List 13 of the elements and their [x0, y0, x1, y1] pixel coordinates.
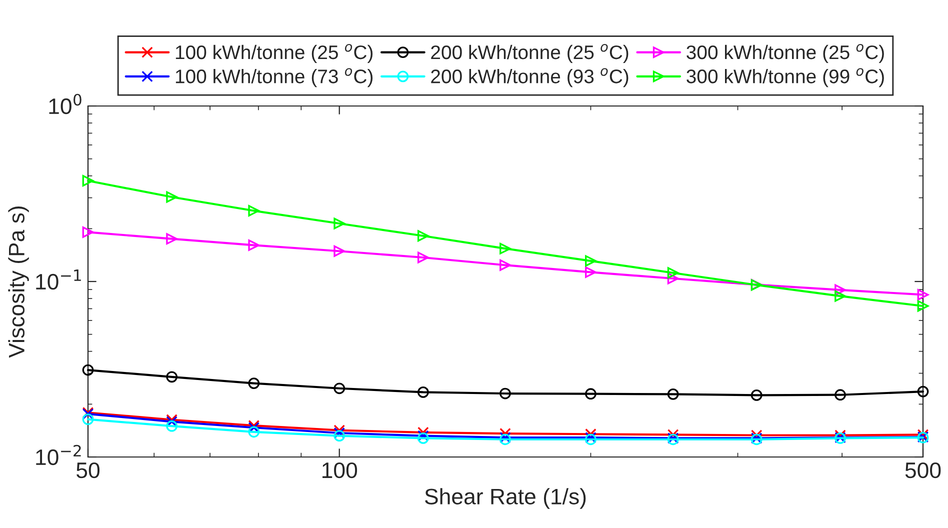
- legend-label: 300 kWh/tonne (25 $^{o}$C): [686, 44, 884, 64]
- y-tick-label: 10$^{−1}$: [36, 270, 81, 290]
- x-axis-title: Shear Rate (1/s): [425, 488, 586, 509]
- x-tick-label: 50: [76, 462, 100, 478]
- legend-label: 200 kWh/tonne (25 $^{o}$C): [431, 44, 628, 64]
- legend-label: 200 kWh/tonne (93 $^{o}$C): [431, 68, 628, 88]
- legend-label: 300 kWh/tonne (99 $^{o}$C): [686, 68, 884, 88]
- y-axis-title: Viscosity (Pa s): [8, 206, 29, 358]
- legend-label: 100 kWh/tonne (73 $^{o}$C): [176, 68, 373, 88]
- legend-label: 100 kWh/tonne (25 $^{o}$C): [176, 44, 373, 64]
- x-tick-label: 100: [322, 462, 358, 478]
- y-tick-label: 10$^{0}$: [49, 94, 82, 114]
- x-tick-label: 500: [905, 462, 941, 478]
